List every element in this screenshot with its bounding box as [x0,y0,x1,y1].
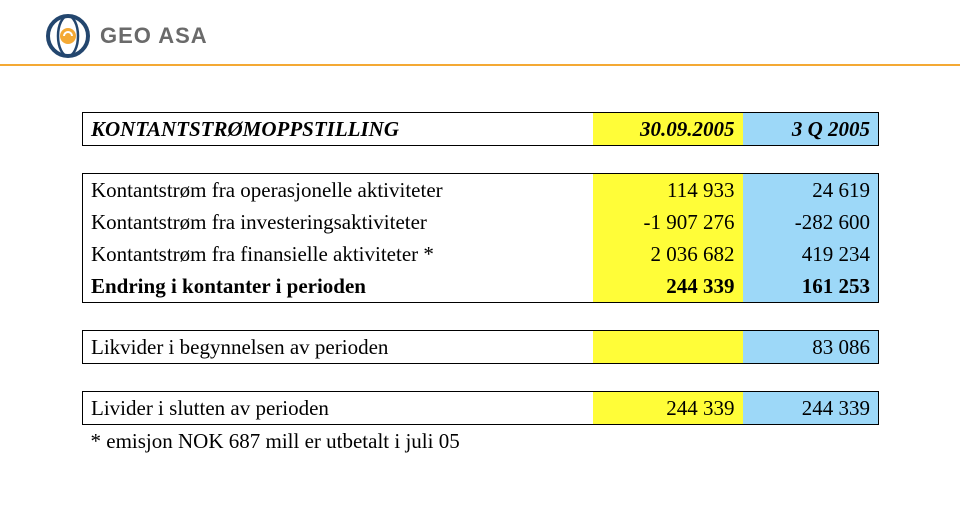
cell-value: 2 036 682 [593,238,743,270]
logo: GEO ASA [46,14,208,58]
cell-value: 161 253 [743,270,879,303]
table-header-row: KONTANTSTRØMOPPSTILLING 30.09.2005 3 Q 2… [83,113,879,146]
table-row-total: Endring i kontanter i perioden 244 339 1… [83,270,879,303]
row-label: Kontantstrøm fra finansielle aktiviteter… [83,238,593,270]
cashflow-table: KONTANTSTRØMOPPSTILLING 30.09.2005 3 Q 2… [82,112,878,457]
row-label: Kontantstrøm fra operasjonelle aktivitet… [83,174,593,207]
cell-value: 419 234 [743,238,879,270]
spacer [83,364,879,392]
table-row: Kontantstrøm fra finansielle aktiviteter… [83,238,879,270]
footnote: * emisjon NOK 687 mill er utbetalt i jul… [83,425,593,458]
globe-icon [46,14,90,58]
row-label: Endring i kontanter i perioden [83,270,593,303]
cell-value: 24 619 [743,174,879,207]
spacer [83,303,879,331]
table-row-begin: Likvider i begynnelsen av perioden 83 08… [83,331,879,364]
table-row-end: Livider i slutten av perioden 244 339 24… [83,392,879,425]
row-label: Likvider i begynnelsen av perioden [83,331,593,364]
brand-name: GEO ASA [100,23,208,49]
cell-value [593,331,743,364]
col-header-period1: 30.09.2005 [593,113,743,146]
spacer [83,146,879,174]
col-header-period2: 3 Q 2005 [743,113,879,146]
table-row: Kontantstrøm fra investeringsaktiviteter… [83,206,879,238]
cell-value: 114 933 [593,174,743,207]
header-divider [0,64,960,66]
table-row: Kontantstrøm fra operasjonelle aktivitet… [83,174,879,207]
cell-value: 83 086 [743,331,879,364]
cell-value: 244 339 [593,270,743,303]
cell-value: -1 907 276 [593,206,743,238]
row-label: Livider i slutten av perioden [83,392,593,425]
row-label: Kontantstrøm fra investeringsaktiviteter [83,206,593,238]
table-title: KONTANTSTRØMOPPSTILLING [83,113,593,146]
footnote-row: * emisjon NOK 687 mill er utbetalt i jul… [83,425,879,458]
cell-value: -282 600 [743,206,879,238]
cell-value: 244 339 [743,392,879,425]
cell-value: 244 339 [593,392,743,425]
